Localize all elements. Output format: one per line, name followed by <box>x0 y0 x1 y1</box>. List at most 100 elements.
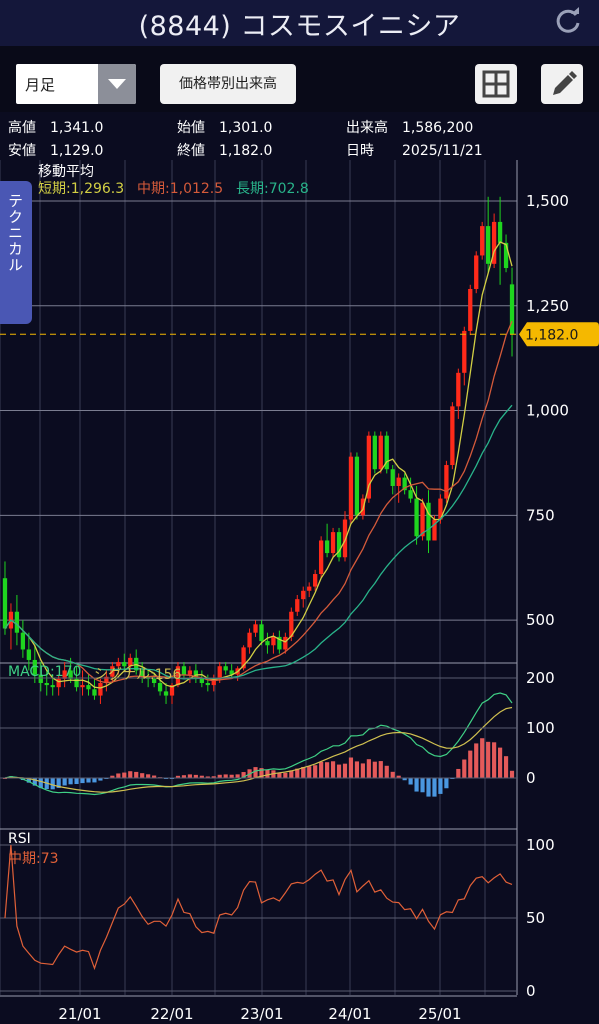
candle-body <box>122 662 127 667</box>
macd-histogram-bar <box>235 774 240 778</box>
macd-histogram-bar <box>503 756 509 778</box>
macd-histogram-bar <box>480 738 485 778</box>
macd-histogram-bar <box>193 774 198 778</box>
current-price-badge <box>519 322 599 347</box>
candle-body <box>199 678 204 683</box>
candle-body <box>169 685 175 696</box>
candle-body <box>366 435 372 499</box>
macd-histogram-bar <box>426 778 431 797</box>
candle-body <box>223 666 228 671</box>
rsi-tick-label: 50 <box>526 909 545 927</box>
macd-histogram-bar <box>38 778 43 788</box>
macd-histogram-bar <box>122 772 127 778</box>
info-date: 日時 2025/11/21 <box>346 143 483 159</box>
candle-body <box>289 611 294 637</box>
ma-title: 移動平均 <box>38 164 94 180</box>
layout-grid-button[interactable] <box>475 64 517 104</box>
macd-histogram-bar <box>289 770 294 778</box>
macd-histogram-bar <box>336 764 342 778</box>
macd-histogram-bar <box>295 768 300 778</box>
price-tick-label: 500 <box>526 611 555 629</box>
macd-histogram-bar <box>26 778 31 783</box>
candle-body <box>157 683 163 692</box>
rsi-tick-label: 100 <box>526 836 555 854</box>
pencil-icon <box>553 71 577 95</box>
candle-body <box>503 242 509 269</box>
macd-histogram-bar <box>68 778 73 785</box>
macd-histogram-bar <box>486 741 491 778</box>
macd-histogram-bar <box>354 761 360 778</box>
candle-body <box>211 678 216 686</box>
ma-long-legend: 長期:702.8 <box>236 181 309 197</box>
candle-body <box>384 435 389 470</box>
candle-body <box>354 456 360 516</box>
period-select[interactable]: 月足 <box>16 64 136 104</box>
macd-histogram-bar <box>253 767 258 778</box>
candle-body <box>318 540 324 575</box>
macd-line <box>4 692 513 796</box>
rsi-legend: 中期:73 <box>8 851 59 867</box>
refresh-icon[interactable] <box>553 6 583 36</box>
candle-body <box>491 221 497 264</box>
info-open: 始値 1,301.0 <box>177 120 273 136</box>
candle-body <box>277 636 282 650</box>
candle-body <box>74 678 79 688</box>
ma-short-legend: 短期:1,296.3 <box>38 181 125 197</box>
macd-histogram-bar <box>372 761 377 778</box>
candle-body <box>390 469 395 486</box>
candle-body <box>271 636 276 646</box>
draw-tool-button[interactable] <box>541 64 583 104</box>
period-select-label: 月足 <box>25 76 56 94</box>
info-close: 終値 1,182.0 <box>177 143 273 159</box>
macd-histogram-bar <box>456 768 461 778</box>
macd-histogram-bar <box>181 775 187 778</box>
candle-body <box>432 519 437 541</box>
candle-body <box>265 641 270 646</box>
candle-body <box>247 632 252 648</box>
macd-histogram-bar <box>342 763 348 778</box>
candle-body <box>509 284 515 335</box>
candle-body <box>497 221 503 243</box>
candle-body <box>456 372 461 407</box>
candle-body <box>104 676 109 683</box>
candle-body <box>444 465 449 499</box>
candle-body <box>372 435 377 470</box>
x-tick-label: 23/01 <box>240 1005 283 1023</box>
ma-long-line <box>4 404 513 680</box>
macd-histogram-bar <box>140 773 145 778</box>
macd-histogram-bar <box>80 778 85 784</box>
app-header: (8844) コスモスイニシア <box>0 0 599 46</box>
candle-body <box>408 490 413 499</box>
macd-histogram-bar <box>414 778 419 792</box>
candle-body <box>342 519 348 558</box>
candle-body <box>426 502 431 541</box>
candle-body <box>14 611 20 633</box>
candle-body <box>241 647 246 669</box>
signal-legend: シグナル:156 <box>94 667 182 683</box>
macd-histogram-bar <box>92 778 97 783</box>
technical-tab[interactable]: テクニカル <box>0 181 32 324</box>
price-tick-label: 750 <box>526 506 555 524</box>
macd-histogram-bar <box>223 774 228 778</box>
candle-body <box>163 691 169 696</box>
candle-body <box>98 683 103 696</box>
candle-body <box>116 662 121 667</box>
candle-body <box>2 578 8 629</box>
candle-body <box>324 540 330 554</box>
macd-histogram-bar <box>420 778 425 793</box>
macd-histogram-bar <box>110 775 115 778</box>
candle-body <box>420 502 425 537</box>
macd-histogram-bar <box>283 772 288 778</box>
candle-body <box>301 590 306 600</box>
candle-body <box>26 649 31 660</box>
candle-body <box>229 670 234 675</box>
candle-body <box>187 670 193 675</box>
volume-profile-button[interactable]: 価格帯別出来高 <box>160 64 296 104</box>
candle-body <box>295 599 300 612</box>
macd-histogram-bar <box>277 772 282 778</box>
candle-body <box>151 678 157 683</box>
macd-histogram-bar <box>134 771 139 778</box>
chevron-down-icon <box>98 64 136 104</box>
macd-histogram-bar <box>199 775 204 778</box>
